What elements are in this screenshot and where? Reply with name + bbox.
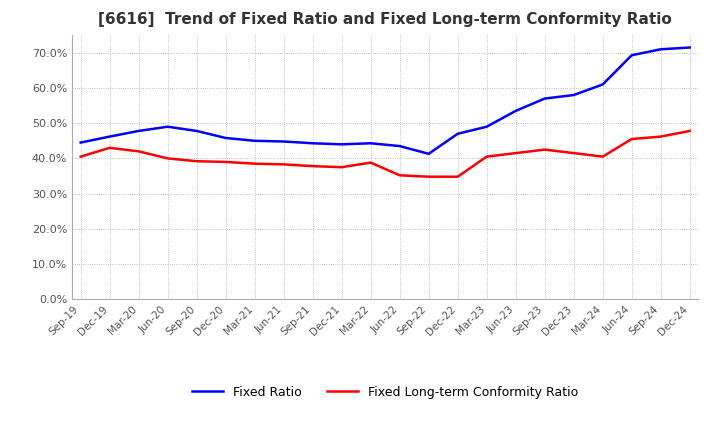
Fixed Long-term Conformity Ratio — [657, 134, 665, 139]
Fixed Long-term Conformity Ratio — [76, 154, 85, 159]
Fixed Ratio — [105, 134, 114, 139]
Fixed Long-term Conformity Ratio — [192, 158, 201, 164]
Fixed Long-term Conformity Ratio — [251, 161, 259, 166]
Fixed Ratio — [454, 131, 462, 136]
Fixed Long-term Conformity Ratio — [105, 145, 114, 150]
Fixed Ratio — [221, 136, 230, 141]
Fixed Long-term Conformity Ratio — [135, 149, 143, 154]
Fixed Ratio — [76, 140, 85, 145]
Fixed Ratio — [424, 151, 433, 157]
Fixed Ratio — [366, 141, 375, 146]
Legend: Fixed Ratio, Fixed Long-term Conformity Ratio: Fixed Ratio, Fixed Long-term Conformity … — [187, 381, 583, 404]
Title: [6616]  Trend of Fixed Ratio and Fixed Long-term Conformity Ratio: [6616] Trend of Fixed Ratio and Fixed Lo… — [99, 12, 672, 27]
Fixed Long-term Conformity Ratio — [424, 174, 433, 180]
Fixed Long-term Conformity Ratio — [221, 159, 230, 165]
Fixed Ratio — [685, 45, 694, 50]
Line: Fixed Long-term Conformity Ratio: Fixed Long-term Conformity Ratio — [81, 131, 690, 177]
Fixed Long-term Conformity Ratio — [598, 154, 607, 159]
Fixed Ratio — [598, 82, 607, 87]
Fixed Ratio — [251, 138, 259, 143]
Fixed Long-term Conformity Ratio — [308, 164, 317, 169]
Fixed Ratio — [395, 143, 404, 149]
Fixed Long-term Conformity Ratio — [685, 128, 694, 134]
Fixed Ratio — [338, 142, 346, 147]
Fixed Ratio — [657, 47, 665, 52]
Fixed Long-term Conformity Ratio — [570, 150, 578, 156]
Fixed Long-term Conformity Ratio — [454, 174, 462, 180]
Fixed Long-term Conformity Ratio — [338, 165, 346, 170]
Fixed Long-term Conformity Ratio — [511, 150, 520, 156]
Fixed Ratio — [192, 128, 201, 134]
Fixed Ratio — [541, 96, 549, 101]
Fixed Ratio — [627, 53, 636, 58]
Fixed Ratio — [482, 124, 491, 129]
Fixed Long-term Conformity Ratio — [395, 172, 404, 178]
Fixed Ratio — [135, 128, 143, 134]
Fixed Long-term Conformity Ratio — [482, 154, 491, 159]
Fixed Long-term Conformity Ratio — [279, 162, 288, 167]
Fixed Ratio — [308, 141, 317, 146]
Fixed Long-term Conformity Ratio — [366, 160, 375, 165]
Fixed Ratio — [570, 92, 578, 98]
Fixed Ratio — [279, 139, 288, 144]
Fixed Ratio — [511, 108, 520, 114]
Line: Fixed Ratio: Fixed Ratio — [81, 48, 690, 154]
Fixed Long-term Conformity Ratio — [163, 156, 172, 161]
Fixed Long-term Conformity Ratio — [541, 147, 549, 152]
Fixed Long-term Conformity Ratio — [627, 136, 636, 142]
Fixed Ratio — [163, 124, 172, 129]
